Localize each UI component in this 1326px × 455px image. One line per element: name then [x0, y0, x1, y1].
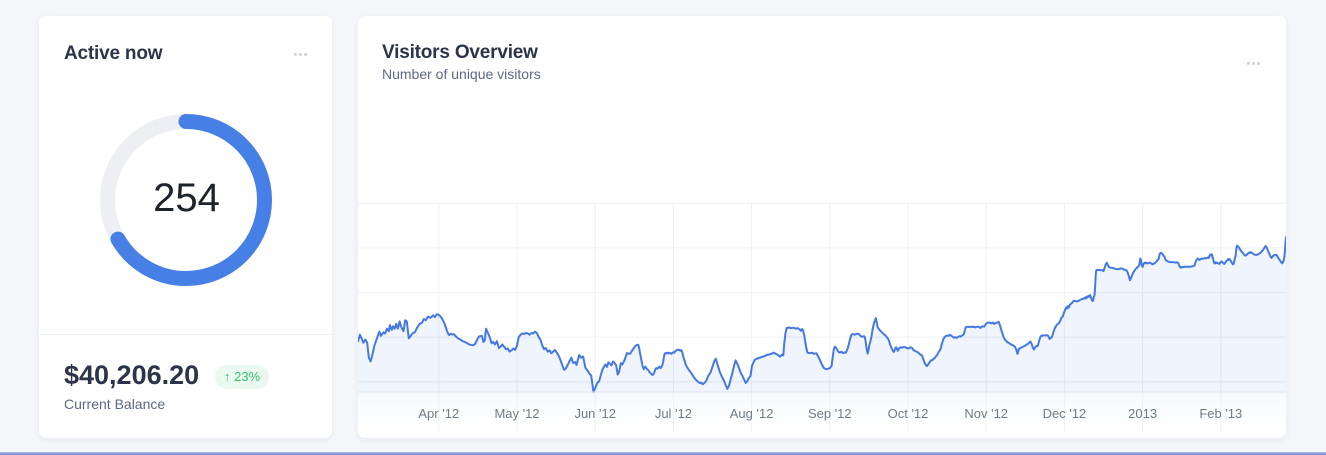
svg-text:Dec '12: Dec '12: [1043, 406, 1087, 421]
svg-text:Feb '13: Feb '13: [1199, 406, 1242, 421]
svg-text:Jun '12: Jun '12: [574, 406, 616, 421]
svg-text:2013: 2013: [1128, 406, 1157, 421]
svg-text:Jul '12: Jul '12: [655, 406, 692, 421]
svg-text:May '12: May '12: [494, 406, 539, 421]
svg-text:Aug '12: Aug '12: [730, 406, 774, 421]
svg-text:Sep '12: Sep '12: [808, 406, 852, 421]
svg-text:Apr '12: Apr '12: [418, 406, 459, 421]
svg-text:Nov '12: Nov '12: [964, 406, 1008, 421]
svg-text:Oct '12: Oct '12: [888, 406, 929, 421]
